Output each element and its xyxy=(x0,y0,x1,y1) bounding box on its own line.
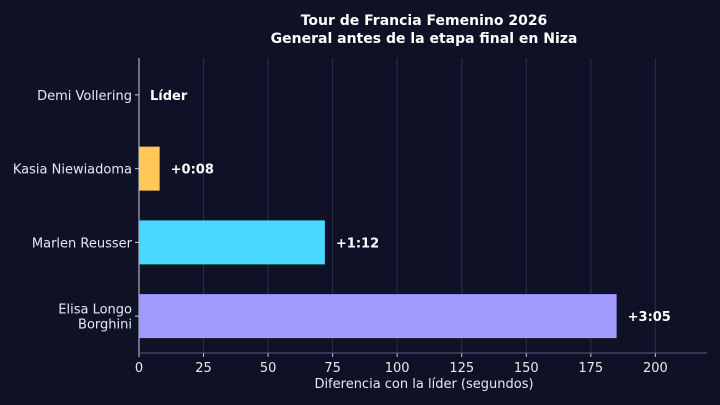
data-label: Líder xyxy=(150,89,188,104)
x-tick-label: 0 xyxy=(135,361,143,376)
bar xyxy=(139,294,617,339)
labels: 0 25 50 75 100 125 150 175 200 Demi Vollering Líde… xyxy=(13,89,671,376)
data-label: +3:05 xyxy=(628,310,671,325)
bars xyxy=(139,146,617,339)
category-label: Marlen Reusser xyxy=(32,236,133,251)
data-label: +0:08 xyxy=(171,163,214,178)
x-gridlines xyxy=(138,58,656,353)
x-tick-label: 200 xyxy=(643,361,668,376)
chart-subtitle: General antes de la etapa final en Niza xyxy=(271,31,578,47)
x-tick-label: 75 xyxy=(324,361,341,376)
x-tick-label: 25 xyxy=(195,361,212,376)
data-label: +1:12 xyxy=(336,236,379,251)
bar xyxy=(139,220,325,265)
x-tick-label: 100 xyxy=(385,361,410,376)
x-tick-label: 150 xyxy=(514,361,539,376)
x-axis-title: Diferencia con la líder (segundos) xyxy=(314,377,533,392)
x-tick-label: 125 xyxy=(449,361,474,376)
bar xyxy=(139,146,160,191)
x-tick-label: 175 xyxy=(578,361,603,376)
category-label: Kasia Niewiadoma xyxy=(13,163,132,178)
category-label: Elisa Longo Borghini xyxy=(58,303,132,333)
category-label: Demi Vollering xyxy=(37,89,132,104)
chart-title: Tour de Francia Femenino 2026 xyxy=(301,13,548,29)
x-tick-label: 50 xyxy=(260,361,277,376)
